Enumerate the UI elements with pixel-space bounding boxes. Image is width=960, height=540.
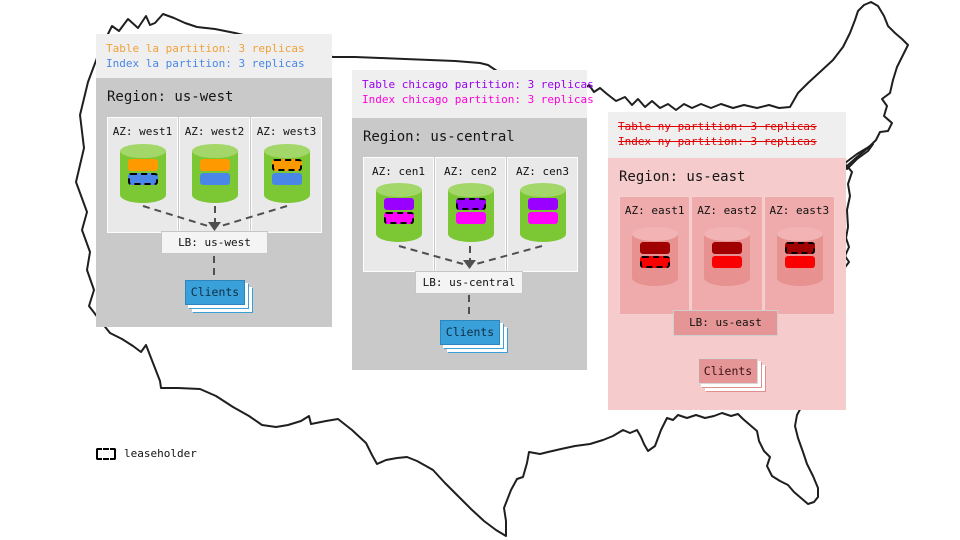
index-replica-bar [712,256,743,268]
az-label: AZ: west1 [112,125,173,138]
az-row-us-east: AZ: east1 AZ: east2 AZ: east3 [619,196,835,315]
index-replica-bar [784,256,815,268]
az-box-east2: AZ: east2 [691,196,763,315]
cylinder-top [192,144,238,158]
cylinder-top [376,183,422,197]
clients-box-us-east: Clients [698,358,758,384]
table-replica-bar [784,242,815,254]
cylinder-top [120,144,166,158]
cylinder-top [264,144,310,158]
cylinder-top [704,227,751,241]
annotation-box-us-central: Table chicago partition: 3 replicas Inde… [352,70,594,118]
region-title: Region: us-east [619,169,746,185]
table-replica-bar [640,242,670,254]
index-replica-bar [200,173,230,185]
az-box-west1: AZ: west1 [107,117,178,233]
table-replica-bar [128,159,158,171]
database-cylinder [520,183,566,247]
annotation-table-line: Table la partition: 3 replicas [106,42,305,55]
annotation-index-line: Index chicago partition: 3 replicas [362,93,594,106]
index-replica-bar [640,256,670,268]
index-replica-bar [128,173,158,185]
load-balancer-us-east: LB: us-east [673,310,778,336]
table-replica-bar [528,198,558,210]
table-replica-bar [384,198,414,210]
az-label: AZ: west2 [184,125,245,138]
database-cylinder [632,227,678,291]
annotation-table-line: Table ny partition: 3 replicas [618,120,817,133]
leaseholder-dashed-swatch [96,447,116,460]
az-box-west2: AZ: west2 [179,117,250,233]
az-box-cen3: AZ: cen3 [507,157,578,272]
az-row-us-central: AZ: cen1 AZ: cen2 AZ: cen3 [363,157,578,272]
az-label: AZ: cen2 [444,165,497,178]
database-cylinder [264,144,310,208]
az-label: AZ: east3 [769,204,830,217]
legend-label: leaseholder [124,447,197,460]
region-title: Region: us-central [363,129,515,145]
annotation-index-line: Index la partition: 3 replicas [106,57,305,70]
cylinder-top [632,227,678,241]
database-cylinder [448,183,494,247]
annotation-box-us-east: Table ny partition: 3 replicas Index ny … [608,112,846,158]
az-box-west3: AZ: west3 [251,117,322,233]
az-label: AZ: east2 [697,204,757,217]
table-replica-bar [200,159,230,171]
index-replica-bar [456,212,486,224]
long-island-outline [844,143,874,170]
database-cylinder [120,144,166,208]
az-box-cen1: AZ: cen1 [363,157,434,272]
clients-box-us-west: Clients [185,280,245,305]
az-row-us-west: AZ: west1 AZ: west2 AZ: west3 [107,117,322,233]
index-replica-bar [528,212,558,224]
database-cylinder [776,227,823,291]
region-title: Region: us-west [107,89,234,105]
index-replica-bar [272,173,302,185]
load-balancer-us-central: LB: us-central [415,271,523,294]
az-box-east3: AZ: east3 [763,196,835,315]
clients-box-us-central: Clients [440,320,500,345]
az-label: AZ: cen3 [516,165,569,178]
cylinder-top [776,227,823,241]
cylinder-top [520,183,566,197]
annotation-table-line: Table chicago partition: 3 replicas [362,78,594,91]
table-replica-bar [272,159,302,171]
table-replica-bar [712,242,743,254]
database-cylinder [704,227,751,291]
az-label: AZ: west3 [256,125,317,138]
az-label: AZ: east1 [624,204,685,217]
cylinder-top [448,183,494,197]
az-label: AZ: cen1 [372,165,425,178]
az-box-east1: AZ: east1 [619,196,691,315]
az-box-cen2: AZ: cen2 [435,157,506,272]
load-balancer-us-west: LB: us-west [161,231,268,254]
annotation-index-line: Index ny partition: 3 replicas [618,135,817,148]
legend: leaseholder [96,447,197,460]
database-cylinder [192,144,238,208]
database-cylinder [376,183,422,247]
index-replica-bar [384,212,414,224]
table-replica-bar [456,198,486,210]
annotation-box-us-west: Table la partition: 3 replicas Index la … [96,34,332,78]
